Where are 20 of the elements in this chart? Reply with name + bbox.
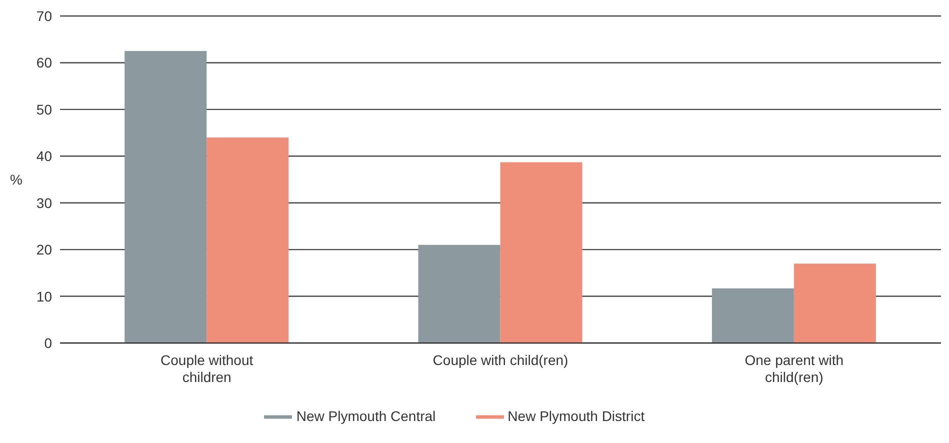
bar: [418, 244, 500, 343]
y-tick-label: 0: [44, 334, 52, 351]
legend-label: New Plymouth Central: [296, 408, 436, 424]
y-tick-label: 20: [36, 242, 52, 258]
bar: [794, 264, 876, 343]
x-tick-label: One parent with child(ren): [744, 352, 844, 385]
y-tick-label: 70: [36, 8, 52, 24]
bar: [124, 51, 207, 343]
x-tick-label: Couple without children: [160, 352, 254, 385]
y-axis-title: %: [10, 171, 22, 188]
y-tick-label: 30: [36, 194, 52, 211]
legend-label: New Plymouth District: [508, 408, 645, 424]
bar: [206, 137, 289, 343]
bar: [500, 162, 582, 343]
y-tick-label: 50: [36, 101, 52, 118]
y-tick-label: 40: [36, 148, 52, 164]
y-tick-label: 60: [36, 54, 52, 71]
x-tick-label: Couple with child(ren): [432, 352, 568, 368]
bar: [712, 288, 794, 343]
y-tick-label: 10: [36, 288, 52, 304]
